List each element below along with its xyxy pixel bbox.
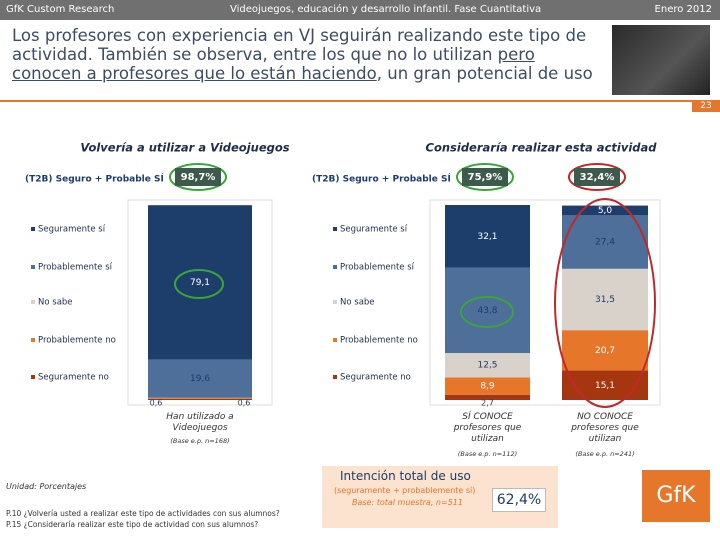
value-label: 19,6 <box>190 374 210 384</box>
value-label: 2,7 <box>481 399 494 408</box>
t2b-label: (T2B) Seguro + Probable SÍ <box>25 173 164 185</box>
t2b-badge <box>175 168 221 186</box>
logo: GfK <box>642 470 710 522</box>
t2b-value: 75,9% <box>468 172 503 183</box>
category-label: NO CONOCE profesores que utilizan <box>571 412 639 444</box>
bar-segment <box>148 397 252 399</box>
header-bar: GfK Custom Research Videojuegos, educaci… <box>0 0 720 20</box>
unit-note: Unidad: Porcentajes <box>6 482 87 491</box>
value-label: 0,6 <box>150 399 163 408</box>
legend-swatch <box>31 265 35 269</box>
bar-segment <box>445 394 530 400</box>
t2b-badge <box>574 168 620 186</box>
bar-segment <box>445 353 530 378</box>
bar-segment <box>562 215 648 269</box>
legend-swatch <box>31 375 35 379</box>
legend-swatch <box>31 227 35 231</box>
base-label: (Base e.p. n=241) <box>575 450 635 458</box>
base-label: (Base e.p. n=168) <box>170 437 230 445</box>
header-right: Enero 2012 <box>654 4 712 15</box>
highlight-ring <box>554 198 656 408</box>
value-label: 8,9 <box>480 382 495 392</box>
highlight-ring <box>456 163 514 191</box>
value-label: 32,1 <box>477 232 497 242</box>
value-label: 0,6 <box>238 399 251 408</box>
legend-swatch <box>333 227 337 231</box>
value-label: 31,5 <box>595 295 615 305</box>
value-label: 43,8 <box>477 306 497 316</box>
title-underlined: pero conocen a profesores que lo están h… <box>12 45 535 83</box>
divider <box>0 100 720 102</box>
bar-segment <box>148 398 252 400</box>
legend-label: Probablemente no <box>38 336 116 346</box>
total-base: Base: total muestra, n=511 <box>352 498 463 507</box>
highlight-ring <box>568 163 626 191</box>
legend-label: Probablemente sí <box>38 263 113 273</box>
legend-swatch <box>333 265 337 269</box>
legend-label: No sabe <box>38 298 73 308</box>
t2b-label: (T2B) Seguro + Probable SÍ <box>312 173 451 185</box>
bar-segment <box>445 267 530 354</box>
highlight-ring <box>460 296 514 328</box>
t2b-value: 32,4% <box>580 172 615 183</box>
category-label: Han utilizado a Videojuegos <box>166 412 234 433</box>
chart-title: Consideraría realizar esta actividad <box>426 141 658 155</box>
bar-segment <box>148 205 252 360</box>
highlight-ring <box>169 163 227 191</box>
t2b-badge <box>462 168 508 186</box>
bar-segment <box>562 370 648 400</box>
legend-swatch <box>333 338 337 342</box>
legend-swatch <box>31 338 35 342</box>
total-box: Intención total de uso (seguramente + pr… <box>322 466 558 528</box>
value-label: 79,1 <box>190 278 210 288</box>
total-sub: (seguramente + probablemente sí) <box>334 486 476 495</box>
bar-segment <box>562 205 648 216</box>
highlight-ring <box>174 269 224 299</box>
bar-segment <box>445 205 530 268</box>
header-left: GfK Custom Research <box>6 4 115 15</box>
value-label: 20,7 <box>595 346 615 356</box>
question: P.15 ¿Consideraría realizar este tipo de… <box>6 520 259 529</box>
value-label: 15,1 <box>595 381 615 391</box>
base-label: (Base e.p. n=112) <box>457 450 518 458</box>
legend-label: Seguramente no <box>340 373 411 383</box>
value-label: 27,4 <box>595 238 615 248</box>
photo <box>612 25 710 95</box>
t2b-value: 98,7% <box>181 172 216 183</box>
legend-swatch <box>333 375 337 379</box>
header-center: Videojuegos, educación y desarrollo infa… <box>230 4 542 15</box>
bar-segment <box>562 330 648 371</box>
legend-label: No sabe <box>340 298 375 308</box>
title-text: Los profesores con experiencia en VJ seg… <box>12 26 587 64</box>
category-label: SÍ CONOCE profesores que utilizan <box>453 412 522 444</box>
legend-swatch <box>31 300 35 304</box>
title-text: , un gran potencial de uso <box>376 64 593 83</box>
legend-label: Seguramente sí <box>340 225 408 235</box>
value-label: 5,0 <box>598 206 613 216</box>
question: P.10 ¿Volvería usted a realizar este tip… <box>6 509 280 518</box>
legend-label: Probablemente no <box>340 336 418 346</box>
total-title: Intención total de uso <box>340 469 471 483</box>
legend-label: Seguramente no <box>38 373 109 383</box>
bar-segment <box>148 359 252 398</box>
slide-title: Los profesores con experiencia en VJ seg… <box>12 26 607 83</box>
chart-title: Volvería a utilizar a Videojuegos <box>80 141 289 155</box>
total-value: 62,4% <box>492 488 546 512</box>
bar-segment <box>562 268 648 331</box>
legend-label: Probablemente sí <box>340 263 415 273</box>
legend-swatch <box>333 300 337 304</box>
value-label: 12,5 <box>477 361 497 371</box>
legend-label: Seguramente sí <box>38 225 106 235</box>
page-number: 23 <box>692 100 720 112</box>
bar-segment <box>445 377 530 395</box>
